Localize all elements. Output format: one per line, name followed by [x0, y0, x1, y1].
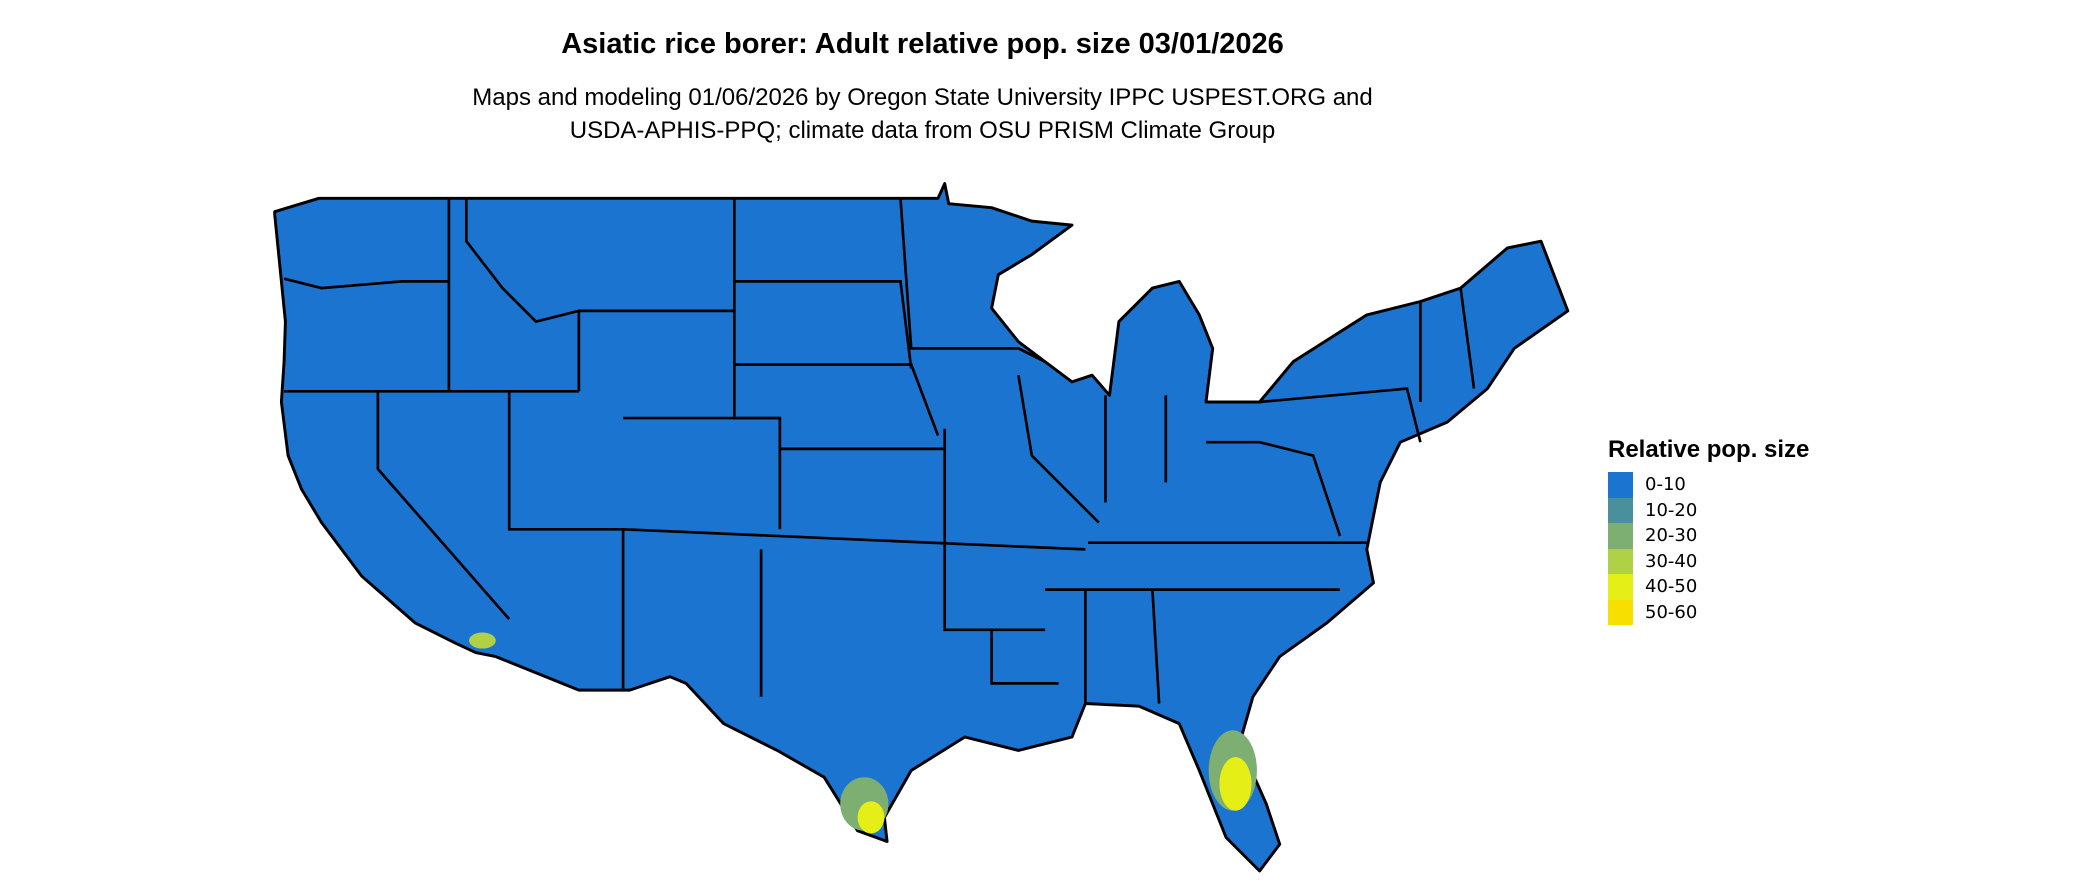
- legend-swatch: [1608, 472, 1633, 498]
- legend-item: 40-50: [1608, 574, 1809, 600]
- legend-swatch: [1608, 497, 1633, 523]
- legend-label: 50-60: [1645, 601, 1698, 623]
- map-subtitle-line-1: Maps and modeling 01/06/2026 by Oregon S…: [472, 84, 1373, 111]
- legend-item: 20-30: [1608, 523, 1809, 549]
- map-title: Asiatic rice borer: Adult relative pop. …: [561, 28, 1284, 60]
- state-borders: [283, 198, 1476, 704]
- legend-title: Relative pop. size: [1608, 436, 1810, 463]
- legend-swatch: [1608, 599, 1633, 625]
- legend-label: 20-30: [1645, 525, 1698, 547]
- legend-item: 0-10: [1608, 472, 1809, 498]
- high-population-areas: [469, 632, 1257, 834]
- legend-swatch: [1608, 574, 1633, 600]
- legend: Relative pop. size 0-10 10-20 20-30 30-40 40…: [1608, 436, 1809, 625]
- legend-label: 30-40: [1645, 550, 1698, 572]
- legend-item: 10-20: [1608, 497, 1809, 523]
- legend-swatch: [1608, 548, 1633, 574]
- legend-item: 50-60: [1608, 599, 1809, 625]
- us-outline: [273, 182, 1570, 873]
- legend-item: 30-40: [1608, 548, 1809, 574]
- legend-swatch: [1608, 523, 1633, 549]
- legend-label: 0-10: [1645, 474, 1686, 496]
- legend-label: 10-20: [1645, 499, 1698, 521]
- map-subtitle-line-2: USDA-APHIS-PPQ; climate data from OSU PR…: [569, 117, 1276, 144]
- legend-label: 40-50: [1645, 576, 1698, 598]
